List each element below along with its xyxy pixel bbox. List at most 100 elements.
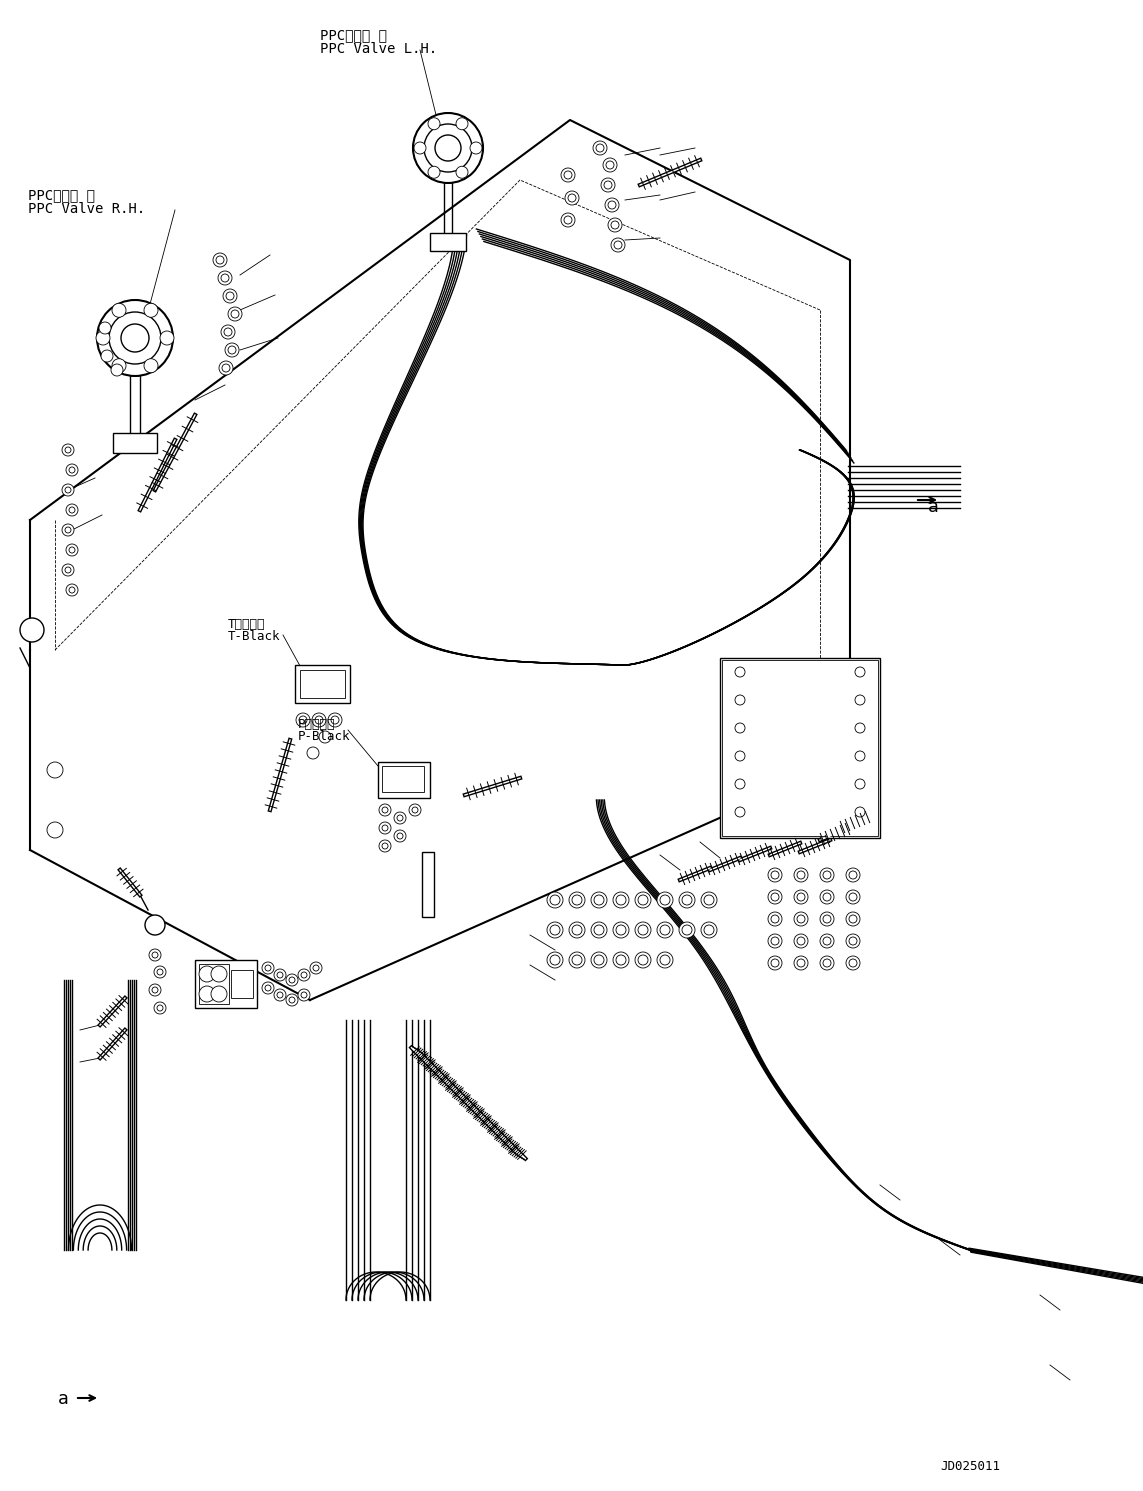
- Circle shape: [470, 142, 482, 154]
- Circle shape: [149, 948, 161, 962]
- Circle shape: [772, 936, 780, 945]
- Circle shape: [550, 956, 560, 965]
- Circle shape: [569, 921, 585, 938]
- Circle shape: [823, 936, 831, 945]
- Circle shape: [704, 924, 714, 935]
- Circle shape: [221, 325, 235, 338]
- Circle shape: [222, 364, 230, 371]
- Circle shape: [797, 871, 805, 880]
- Circle shape: [849, 871, 857, 880]
- Bar: [199, 965, 229, 1003]
- Circle shape: [613, 951, 629, 968]
- Bar: [231, 971, 253, 997]
- Circle shape: [616, 956, 626, 965]
- Circle shape: [435, 136, 461, 161]
- Circle shape: [394, 813, 406, 825]
- Circle shape: [735, 695, 745, 705]
- Circle shape: [286, 974, 298, 986]
- Circle shape: [735, 723, 745, 734]
- Circle shape: [274, 989, 286, 1000]
- Circle shape: [608, 201, 616, 209]
- Circle shape: [679, 892, 695, 908]
- Circle shape: [593, 142, 607, 155]
- Text: PPC Valve R.H.: PPC Valve R.H.: [27, 201, 145, 216]
- Circle shape: [772, 893, 780, 901]
- Circle shape: [614, 242, 622, 249]
- Circle shape: [591, 951, 607, 968]
- Circle shape: [154, 966, 166, 978]
- Circle shape: [109, 312, 161, 364]
- Circle shape: [221, 274, 229, 282]
- Text: P-Black: P-Black: [298, 731, 351, 743]
- Circle shape: [569, 951, 585, 968]
- Circle shape: [823, 893, 831, 901]
- Circle shape: [616, 895, 626, 905]
- Circle shape: [152, 951, 158, 959]
- Circle shape: [296, 713, 310, 728]
- Circle shape: [101, 350, 113, 362]
- Circle shape: [274, 969, 286, 981]
- Circle shape: [65, 447, 71, 453]
- Circle shape: [227, 307, 242, 321]
- Bar: [299, 669, 345, 698]
- Circle shape: [265, 986, 271, 992]
- Circle shape: [413, 113, 483, 183]
- Circle shape: [636, 921, 652, 938]
- Circle shape: [768, 933, 782, 948]
- Circle shape: [547, 892, 563, 908]
- Circle shape: [638, 895, 648, 905]
- Circle shape: [424, 124, 472, 171]
- Circle shape: [636, 892, 652, 908]
- Circle shape: [216, 256, 224, 264]
- Circle shape: [66, 464, 78, 476]
- Circle shape: [66, 504, 78, 516]
- Circle shape: [547, 921, 563, 938]
- Circle shape: [144, 303, 158, 318]
- Circle shape: [65, 526, 71, 532]
- Circle shape: [849, 959, 857, 968]
- Circle shape: [379, 804, 391, 816]
- Circle shape: [735, 666, 745, 677]
- Circle shape: [591, 921, 607, 938]
- Circle shape: [97, 300, 173, 376]
- Circle shape: [820, 956, 834, 971]
- Circle shape: [797, 936, 805, 945]
- Circle shape: [797, 893, 805, 901]
- Circle shape: [794, 933, 808, 948]
- Bar: [720, 658, 880, 838]
- Circle shape: [47, 822, 63, 838]
- Circle shape: [855, 666, 865, 677]
- Text: PPC Valve L.H.: PPC Valve L.H.: [320, 42, 438, 57]
- Circle shape: [69, 507, 75, 513]
- Bar: [113, 432, 157, 453]
- Circle shape: [772, 871, 780, 880]
- Circle shape: [596, 145, 604, 152]
- Circle shape: [846, 890, 860, 904]
- Circle shape: [456, 167, 467, 179]
- Circle shape: [211, 966, 227, 983]
- Circle shape: [65, 567, 71, 573]
- Circle shape: [65, 488, 71, 494]
- Circle shape: [820, 868, 834, 883]
- Circle shape: [563, 216, 572, 224]
- Circle shape: [160, 331, 174, 344]
- Circle shape: [456, 118, 467, 130]
- Circle shape: [569, 892, 585, 908]
- Text: a: a: [928, 498, 938, 516]
- Circle shape: [846, 956, 860, 971]
- Circle shape: [379, 822, 391, 833]
- Circle shape: [315, 716, 323, 725]
- Circle shape: [328, 713, 342, 728]
- Circle shape: [382, 807, 387, 813]
- Circle shape: [849, 915, 857, 923]
- Circle shape: [605, 198, 620, 212]
- Circle shape: [19, 617, 43, 643]
- Circle shape: [772, 959, 780, 968]
- Circle shape: [112, 303, 126, 318]
- Circle shape: [149, 984, 161, 996]
- Circle shape: [289, 977, 295, 983]
- Circle shape: [846, 912, 860, 926]
- Circle shape: [154, 1002, 166, 1014]
- Circle shape: [855, 807, 865, 817]
- Circle shape: [319, 731, 331, 743]
